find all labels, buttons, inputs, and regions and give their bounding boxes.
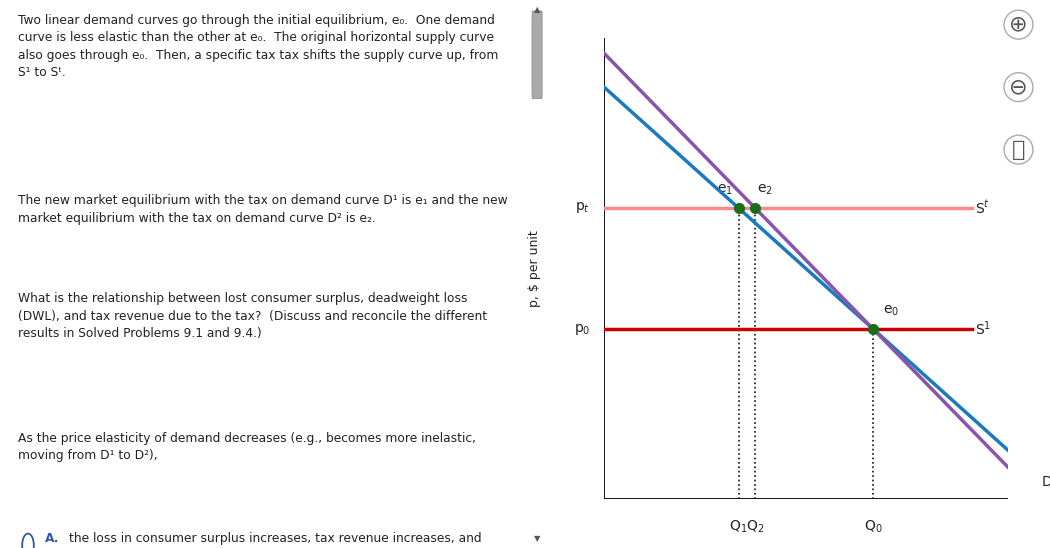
Text: ⊖: ⊖ [1009, 77, 1028, 97]
Text: p$_t$: p$_t$ [575, 201, 590, 215]
Text: e$_2$: e$_2$ [757, 183, 773, 197]
Text: Q$_2$: Q$_2$ [746, 519, 764, 535]
Text: Q$_0$: Q$_0$ [864, 519, 883, 535]
Text: S$^1$: S$^1$ [975, 320, 991, 338]
Text: ▼: ▼ [533, 534, 541, 543]
Text: The new market equilibrium with the tax on demand curve D¹ is e₁ and the new
mar: The new market equilibrium with the tax … [19, 195, 508, 225]
Text: p, $ per unit: p, $ per unit [528, 230, 541, 307]
Text: Q$_1$: Q$_1$ [730, 519, 748, 535]
Text: e$_0$: e$_0$ [883, 304, 899, 318]
Text: Two linear demand curves go through the initial equilibrium, e₀.  One demand
cur: Two linear demand curves go through the … [19, 14, 499, 79]
Text: ⊕: ⊕ [1009, 15, 1028, 35]
Text: ⧉: ⧉ [1012, 140, 1025, 159]
Text: S$^t$: S$^t$ [975, 199, 990, 217]
Text: the loss in consumer surplus increases, tax revenue increases, and
     DWL decr: the loss in consumer surplus increases, … [69, 532, 482, 548]
Text: D$^2$: D$^2$ [1041, 471, 1050, 490]
FancyBboxPatch shape [532, 11, 542, 99]
Text: As the price elasticity of demand decreases (e.g., becomes more inelastic,
movin: As the price elasticity of demand decrea… [19, 432, 477, 462]
Text: e$_1$: e$_1$ [717, 183, 733, 197]
Text: What is the relationship between lost consumer surplus, deadweight loss
(DWL), a: What is the relationship between lost co… [19, 292, 487, 340]
Text: ▲: ▲ [533, 5, 541, 14]
Text: p$_0$: p$_0$ [574, 322, 590, 336]
Text: A.: A. [45, 532, 60, 545]
